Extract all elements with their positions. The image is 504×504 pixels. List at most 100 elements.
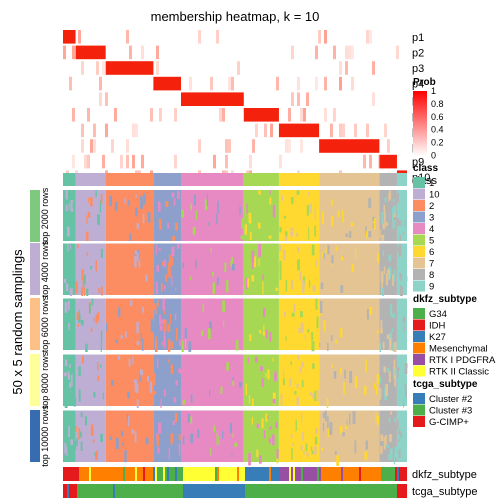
tcga-cell	[259, 484, 262, 498]
tcga-cell	[81, 484, 84, 498]
group-separator	[63, 296, 407, 299]
class-noise-cell	[95, 260, 97, 272]
class-noise-cell	[398, 244, 402, 257]
class-noise-cell	[337, 211, 340, 217]
class-noise-cell	[386, 367, 390, 372]
tcga-cell	[291, 484, 294, 498]
dkfz-cell	[109, 467, 112, 481]
class-noise-cell	[394, 269, 396, 282]
tcga-cell	[225, 484, 228, 498]
class-noise-cell	[170, 433, 174, 443]
membership-row-p7	[81, 123, 387, 138]
class-noise-cell	[165, 274, 168, 282]
class-noise-cell	[280, 394, 283, 406]
dkfz-cell	[377, 467, 380, 481]
class-noise-cell	[85, 416, 87, 426]
membership-weak-cell	[249, 154, 252, 169]
dkfz-cell	[269, 467, 272, 481]
dkfz-cell	[115, 467, 118, 481]
class-noise-cell	[260, 366, 263, 372]
class-noise-cell	[372, 217, 376, 222]
class-noise-cell	[314, 436, 318, 445]
tcga-cell	[191, 484, 194, 498]
class-noise-cell	[330, 262, 332, 266]
class-noise-cell	[253, 256, 257, 268]
class-noise-cell	[368, 198, 372, 208]
class-noise-cell	[400, 311, 403, 320]
class-noise-cell	[231, 453, 233, 457]
dkfz-cell	[359, 467, 362, 481]
membership-weak-cell	[219, 108, 222, 122]
class-noise-cell	[160, 283, 163, 292]
class-noise-cell	[251, 250, 255, 263]
class-noise-cell	[355, 248, 357, 259]
dkfz-cell	[247, 467, 250, 481]
class-noise-cell	[392, 343, 395, 352]
tcga-cell	[293, 484, 296, 498]
dkfz-cell	[307, 467, 310, 481]
class-noise-cell	[68, 203, 70, 211]
class-noise-cell	[67, 243, 69, 252]
class-noise-cell	[262, 281, 264, 295]
class-noise-cell	[65, 204, 68, 214]
dkfz-cell	[113, 467, 116, 481]
class-noise-cell	[153, 303, 156, 310]
class-noise-cell	[73, 440, 77, 450]
membership-weak-cell	[93, 139, 96, 153]
membership-weak-cell	[81, 61, 84, 75]
class-noise-cell	[327, 427, 329, 438]
class-noise-cell	[254, 356, 258, 363]
class-noise-cell	[385, 222, 388, 226]
tcga-cell	[279, 484, 282, 498]
group-label-1: top 2000 rows	[40, 187, 50, 244]
class-noise-cell	[373, 218, 376, 230]
membership-weak-cell	[93, 123, 96, 138]
class-noise-cell	[69, 364, 71, 368]
tcga-cell	[175, 484, 178, 498]
tcga-cell	[173, 484, 176, 498]
dkfz-cell	[165, 467, 168, 481]
membership-weak-cell	[288, 139, 291, 153]
class-noise-cell	[77, 323, 80, 327]
class-noise-cell	[392, 313, 395, 319]
class-noise-cell	[216, 213, 218, 224]
membership-weak-cell	[78, 30, 81, 44]
membership-weak-cell	[297, 92, 300, 106]
dkfz-cell	[349, 467, 352, 481]
tcga-cell	[353, 484, 356, 498]
membership-strong-p6	[243, 108, 279, 122]
dkfz-cell	[219, 467, 222, 481]
membership-row-label-p1: p1	[412, 32, 424, 44]
dkfz-cell	[291, 467, 294, 481]
dkfz-cell	[355, 467, 358, 481]
membership-weak-cell	[150, 108, 153, 122]
class-noise-cell	[317, 389, 319, 402]
class-noise-cell	[385, 384, 388, 396]
class-noise-cell	[240, 235, 244, 240]
class-noise-cell	[394, 359, 396, 370]
class-noise-cell	[382, 287, 384, 297]
class-noise-cell	[147, 212, 151, 223]
class-noise-cell	[382, 250, 384, 256]
tcga-cell	[223, 484, 226, 498]
tcga-cell	[403, 484, 406, 498]
class-noise-cell	[308, 227, 310, 240]
group-separator	[63, 186, 407, 189]
class-noise-cell	[155, 244, 158, 255]
class-noise-cell	[327, 342, 329, 351]
dkfz-cell	[69, 467, 72, 481]
class-noise-cell	[222, 300, 225, 312]
dkfz-cell	[93, 467, 96, 481]
dkfz-cell	[63, 467, 66, 481]
tcga-cell	[69, 484, 72, 498]
tcga-cell	[149, 484, 152, 498]
class-noise-cell	[229, 422, 232, 433]
dkfz-cell	[375, 467, 378, 481]
class-noise-cell	[124, 450, 127, 463]
class-noise-cell	[232, 380, 235, 386]
class-noise-cell	[368, 231, 372, 238]
class-noise-cell	[380, 328, 383, 334]
class-noise-cell	[64, 302, 68, 313]
class-group-5	[63, 410, 407, 466]
